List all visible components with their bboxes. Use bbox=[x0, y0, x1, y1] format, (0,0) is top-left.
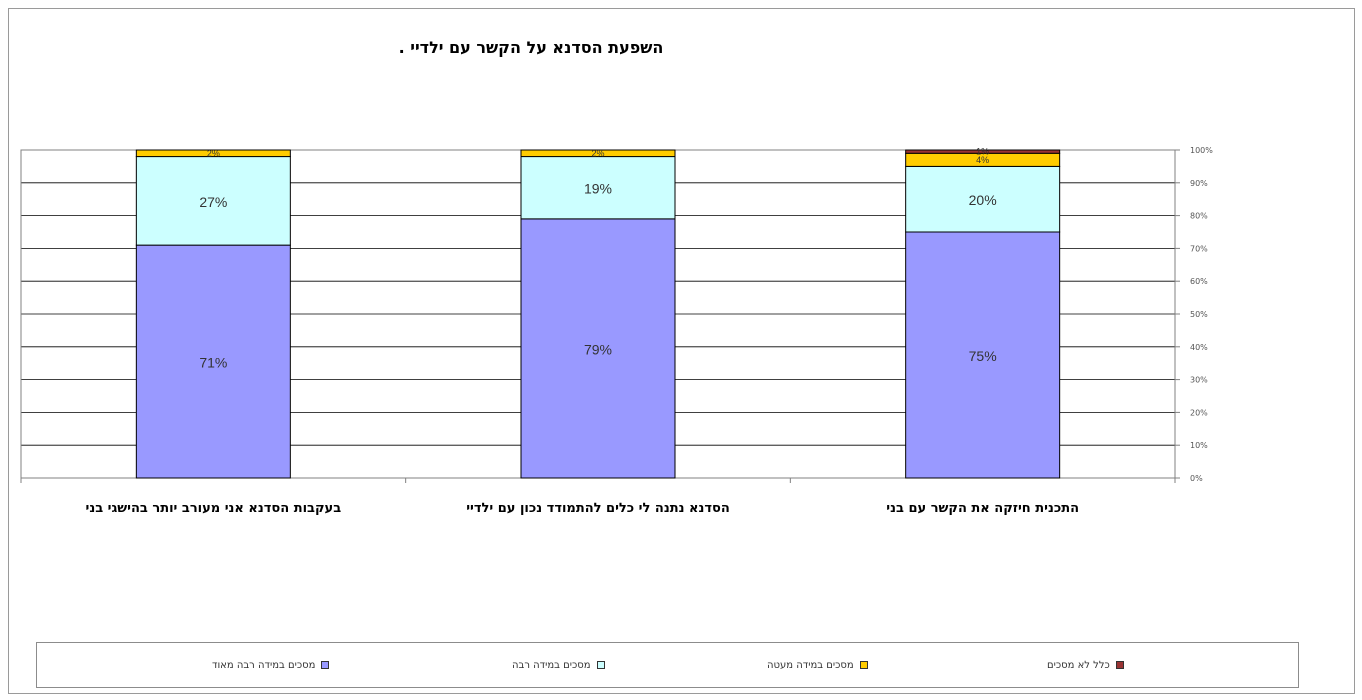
legend-swatch bbox=[859, 661, 868, 669]
data-label: 2% bbox=[207, 148, 220, 158]
data-label: 20% bbox=[969, 192, 997, 208]
data-label: 4% bbox=[976, 155, 989, 165]
legend-item: כלל לא מסכים bbox=[1047, 658, 1124, 672]
data-label: 1% bbox=[976, 147, 989, 157]
legend-item: מסכים במידה רבה מאוד bbox=[212, 658, 330, 672]
y-tick-label: 100% bbox=[1190, 146, 1213, 155]
chart-legend: מסכים במידה רבה מאוד מסכים במידה רבה מסכים… bbox=[36, 642, 1299, 688]
bar-segment bbox=[135, 149, 291, 158]
bar-segment bbox=[135, 156, 291, 246]
bar-segment bbox=[905, 149, 1061, 154]
bar-segment bbox=[905, 165, 1061, 233]
bar-segment bbox=[520, 218, 676, 479]
y-tick-label: 90% bbox=[1190, 179, 1208, 188]
legend-label: כלל לא מסכים bbox=[1047, 659, 1110, 671]
data-label: 75% bbox=[969, 348, 997, 364]
legend-label: מסכים במידה רבה מאוד bbox=[212, 659, 316, 671]
chart-title: השפעת הסדנא על הקשר עם ילדיי . bbox=[398, 38, 664, 57]
y-tick-label: 40% bbox=[1190, 343, 1208, 352]
legend-swatch bbox=[596, 661, 605, 669]
y-tick-label: 0% bbox=[1190, 474, 1203, 483]
category-label: בעקבות הסדנא אני מעורב יותר בהישגי בני bbox=[86, 501, 342, 516]
legend-label: מסכים במידה מעטה bbox=[767, 659, 854, 671]
data-label: 19% bbox=[584, 181, 612, 197]
y-tick-label: 20% bbox=[1190, 408, 1208, 417]
legend-item: מסכים במידה מעטה bbox=[767, 658, 868, 672]
legend-item: מסכים במידה רבה bbox=[512, 658, 605, 672]
y-tick-label: 30% bbox=[1190, 376, 1208, 385]
legend-swatch bbox=[1115, 661, 1124, 669]
y-tick-label: 80% bbox=[1190, 212, 1208, 221]
bar-segment bbox=[520, 149, 676, 158]
bar-segment bbox=[520, 156, 676, 220]
data-label: 27% bbox=[199, 194, 227, 210]
legend-label: מסכים במידה רבה bbox=[512, 659, 591, 671]
bar-segment bbox=[905, 231, 1061, 479]
y-tick-label: 70% bbox=[1190, 244, 1208, 253]
y-tick-label: 10% bbox=[1190, 441, 1208, 450]
bar-segment bbox=[135, 244, 291, 479]
data-label: 79% bbox=[584, 341, 612, 357]
category-label: התכנית חיזקה את הקשר עם בני bbox=[886, 501, 1079, 516]
data-label: 2% bbox=[591, 148, 604, 158]
y-tick-label: 50% bbox=[1190, 310, 1208, 319]
category-label: הסדנא נתנה לי כלים להתמודד נכון עם ילדיי bbox=[466, 501, 730, 516]
data-label: 71% bbox=[199, 355, 227, 371]
y-tick-label: 60% bbox=[1190, 277, 1208, 286]
legend-swatch bbox=[321, 661, 330, 669]
